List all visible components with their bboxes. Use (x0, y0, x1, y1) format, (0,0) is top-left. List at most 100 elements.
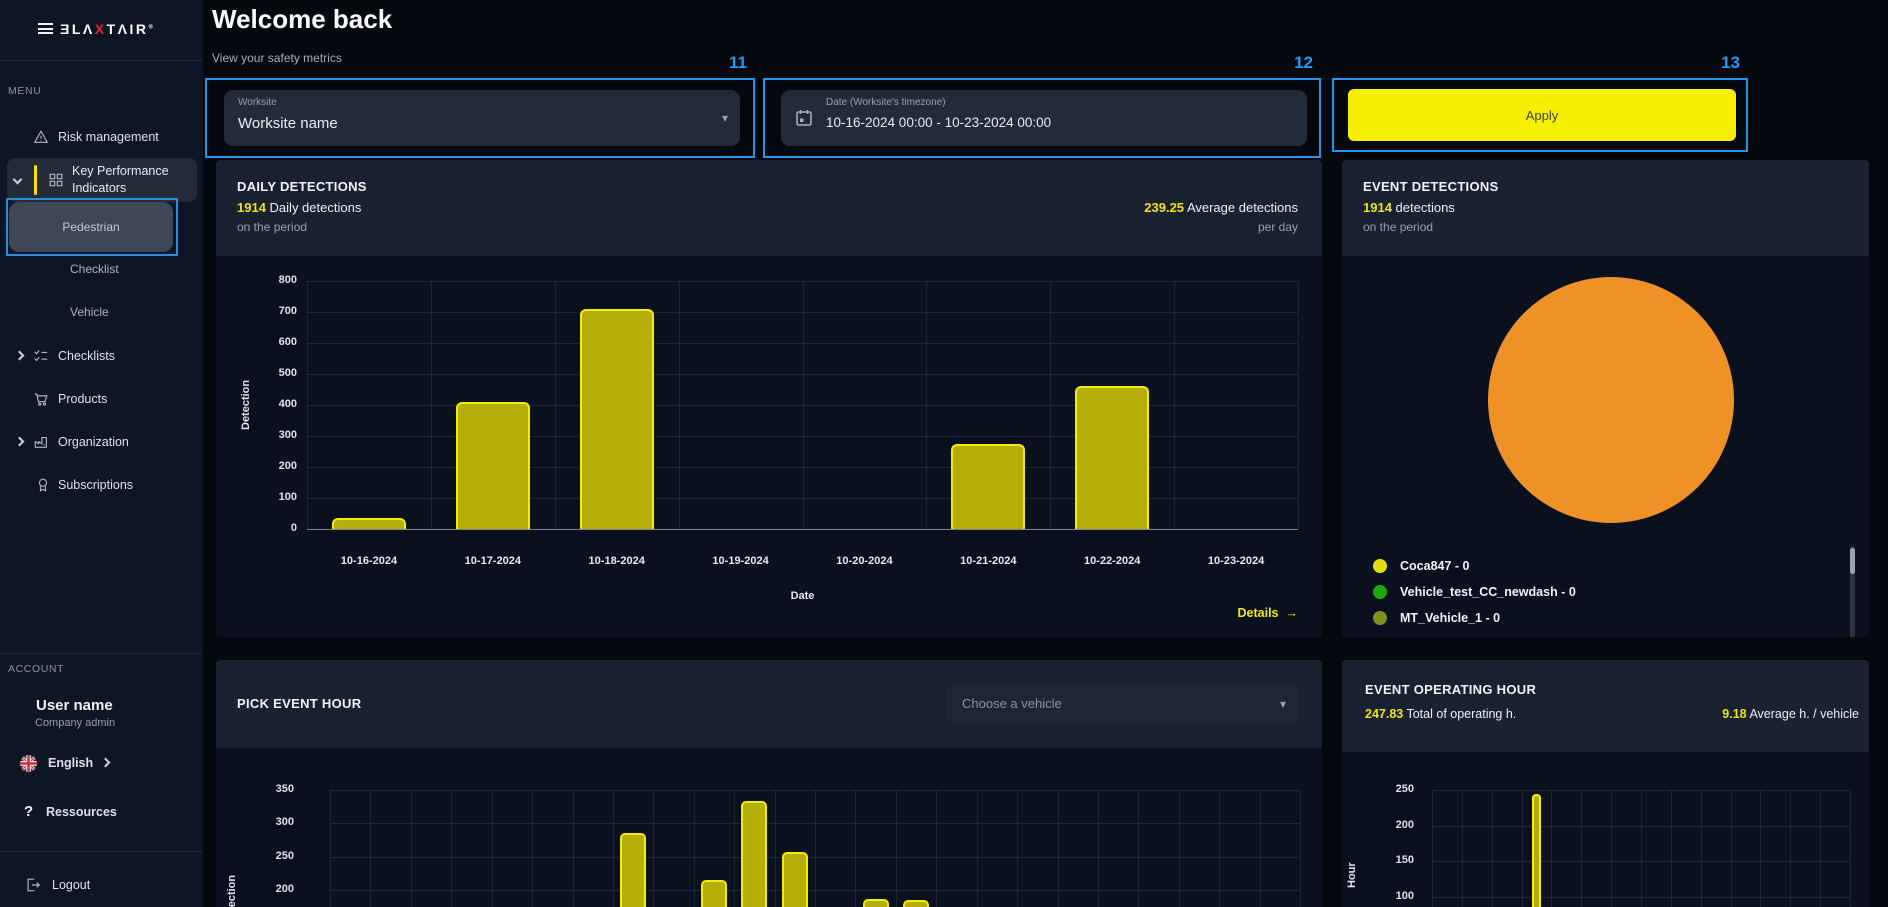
caret-down-icon: ▾ (1280, 697, 1286, 711)
average-value: 9.18 (1722, 707, 1746, 721)
event-detections-card: EVENT DETECTIONS 1914 detections on the … (1342, 160, 1869, 637)
language-selector[interactable]: English (0, 750, 203, 776)
gridline (1731, 790, 1732, 907)
x-tick-label: 10-16-2024 (307, 555, 431, 567)
sidebar-item-organization[interactable]: Organization (0, 429, 203, 455)
gridline (1298, 281, 1299, 529)
scrollbar-thumb[interactable] (1850, 548, 1855, 574)
apply-button[interactable]: Apply (1348, 89, 1736, 141)
bar-10-22-2024[interactable] (1075, 386, 1149, 529)
annotation-box-worksite: 11 Worksite Worksite name ▾ (205, 78, 755, 158)
card-title: DAILY DETECTIONS (237, 179, 367, 194)
logout-label: Logout (52, 878, 90, 892)
bar-x10[interactable] (741, 801, 767, 907)
arrow-right-icon: → (1286, 606, 1299, 620)
annotation-number: 12 (1294, 53, 1313, 73)
gridline (330, 790, 331, 907)
gridline (573, 790, 574, 907)
sidebar-item-checklists[interactable]: Checklists (0, 343, 203, 369)
bar-10-17-2024[interactable] (456, 402, 530, 529)
legend-label: MT_Vehicle_1 - 0 (1400, 611, 1500, 625)
sidebar-item-resources[interactable]: Ressources (0, 799, 203, 825)
gridline (1432, 826, 1850, 827)
bar-10-18-2024[interactable] (580, 309, 654, 529)
date-range-input[interactable]: Date (Worksite's timezone) 10-16-2024 00… (781, 90, 1307, 146)
y-tick-label: 300 (216, 816, 294, 828)
sidebar-item-label: Products (58, 392, 107, 406)
gridline (1017, 790, 1018, 907)
gridline (653, 790, 654, 907)
gridline (492, 790, 493, 907)
page-title: Welcome back (212, 4, 392, 35)
y-tick-label: 100 (1342, 890, 1414, 902)
hamburger-icon[interactable] (38, 23, 53, 34)
gridline (1138, 790, 1139, 907)
sidebar-item-label: Subscriptions (58, 478, 133, 492)
details-link[interactable]: Details → (1238, 606, 1299, 620)
vehicle-select[interactable]: Choose a vehicle ▾ (946, 685, 1298, 723)
legend-item[interactable]: MT_Vehicle_1 - 0 (1373, 610, 1500, 626)
gridline (1820, 790, 1821, 907)
y-tick-label: 300 (216, 429, 297, 441)
sidebar-header: ƎLΛXTΛIR® (0, 0, 203, 61)
legend-dot (1373, 559, 1387, 573)
bar-x7[interactable] (620, 833, 646, 907)
bar-10-16-2024[interactable] (332, 518, 406, 529)
date-value: 10-16-2024 00:00 - 10-23-2024 00:00 (826, 115, 1051, 130)
gridline (1760, 790, 1761, 907)
gridline (307, 281, 308, 529)
period-label: on the period (237, 220, 307, 234)
event-operating-hour-card: EVENT OPERATING HOUR 247.83 Total of ope… (1342, 660, 1869, 907)
gridline (1641, 790, 1642, 907)
bar-x9[interactable] (701, 880, 727, 907)
cart-icon (33, 391, 49, 407)
pie-chart[interactable] (1488, 277, 1734, 523)
sidebar-item-pedestrian[interactable]: Pedestrian (9, 202, 173, 252)
resources-label: Ressources (46, 805, 117, 819)
sidebar-item-risk-management[interactable]: Risk management (0, 124, 203, 150)
count-line: 1914 Daily detections (237, 200, 361, 215)
legend-item[interactable]: Vehicle_test_CC_newdash - 0 (1373, 584, 1576, 600)
sidebar-item-products[interactable]: Products (0, 386, 203, 412)
bar-10-21-2024[interactable] (951, 444, 1025, 529)
y-tick-label: 600 (216, 336, 297, 348)
sidebar-item-checklist[interactable]: Checklist (70, 262, 119, 276)
average-label: Average detections (1187, 200, 1298, 215)
sidebar-item-label: Key Performance Indicators (72, 163, 190, 197)
menu-section-label: MENU (8, 85, 41, 97)
bar-x3[interactable] (1532, 794, 1541, 907)
gridline (431, 281, 432, 529)
gridline (1522, 790, 1523, 907)
bar-x11[interactable] (782, 852, 808, 907)
user-name[interactable]: User name (36, 697, 113, 714)
legend-item[interactable]: Coca847 - 0 (1373, 558, 1469, 574)
worksite-select[interactable]: Worksite Worksite name ▾ (224, 90, 740, 146)
divider (0, 851, 203, 852)
card-title: PICK EVENT HOUR (237, 696, 361, 711)
gridline (1300, 790, 1301, 907)
bar-x14[interactable] (903, 900, 929, 907)
y-tick-label: 700 (216, 305, 297, 317)
sidebar-item-vehicle[interactable]: Vehicle (70, 305, 109, 319)
date-label: Date (Worksite's timezone) (826, 97, 946, 108)
average-unit: per day (1258, 220, 1298, 234)
gridline (896, 790, 897, 907)
gridline (1671, 790, 1672, 907)
gridline (1432, 790, 1433, 907)
chevron-right-icon (101, 758, 111, 768)
gridline (1432, 861, 1850, 862)
sidebar-item-subscriptions[interactable]: Subscriptions (0, 472, 203, 498)
gridline (1492, 790, 1493, 907)
bar-x13[interactable] (863, 899, 889, 907)
gridline (936, 790, 937, 907)
brand-logo-x: X (95, 21, 107, 37)
period-label: on the period (1363, 220, 1433, 234)
details-label: Details (1238, 606, 1279, 620)
logout-icon (25, 877, 41, 893)
card-title: EVENT DETECTIONS (1363, 179, 1499, 194)
dashboard-page: ƎLΛXTΛIR® MENU Risk management Key Perfo… (0, 0, 1888, 907)
brand-logo[interactable]: ƎLΛXTΛIR® (60, 21, 153, 37)
logout-button[interactable]: Logout (0, 872, 203, 898)
sidebar-item-label: Checklists (58, 349, 115, 363)
annotation-box-date: 12 Date (Worksite's timezone) 10-16-2024… (763, 78, 1321, 158)
